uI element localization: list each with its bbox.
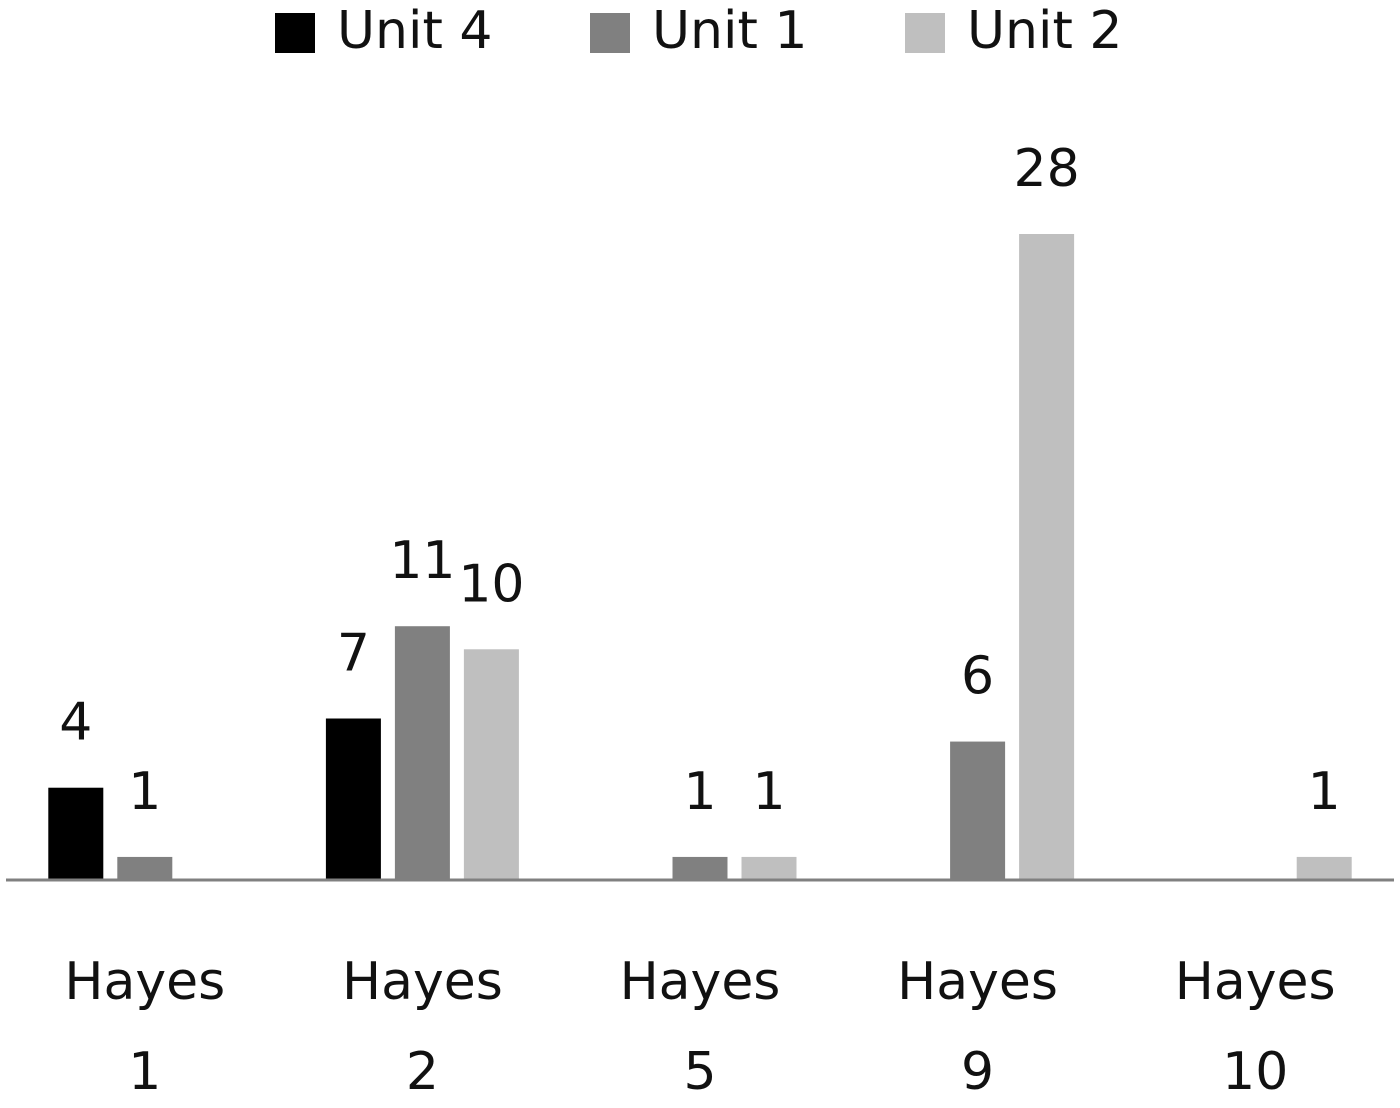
x-tick-label-line: 2 xyxy=(406,1042,439,1102)
x-tick-label-line: Hayes xyxy=(620,952,781,1012)
x-tick-label-line: 5 xyxy=(683,1042,716,1102)
x-tick-label-line: Hayes xyxy=(342,952,503,1012)
value-label: 7 xyxy=(337,624,370,684)
bar xyxy=(1019,234,1075,880)
x-tick-label-line: Hayes xyxy=(1175,952,1336,1012)
value-label: 6 xyxy=(961,647,994,707)
bar xyxy=(117,856,173,880)
legend-label: Unit 2 xyxy=(967,1,1122,61)
x-tick-label: Hayes 9 xyxy=(897,952,1058,1102)
x-tick-label: Hayes 10 xyxy=(1175,952,1336,1102)
bar xyxy=(672,856,728,880)
bar xyxy=(463,649,519,880)
legend-swatch xyxy=(275,13,315,53)
bar xyxy=(325,718,381,880)
bar xyxy=(741,856,797,880)
x-tick-label-line: Hayes xyxy=(897,952,1058,1012)
legend-label: Unit 4 xyxy=(337,1,492,61)
bar xyxy=(950,741,1006,880)
bar xyxy=(48,787,104,880)
value-label: 4 xyxy=(59,693,92,753)
legend-swatch xyxy=(590,13,630,53)
x-tick-label: Hayes 1 xyxy=(64,952,225,1102)
value-label: 1 xyxy=(683,762,716,822)
x-tick-label-line: 9 xyxy=(961,1042,994,1102)
legend-label: Unit 1 xyxy=(652,1,807,61)
value-label: 11 xyxy=(389,531,455,591)
bar xyxy=(1296,856,1352,880)
value-label: 1 xyxy=(128,762,161,822)
x-tick-label-line: 10 xyxy=(1222,1042,1288,1102)
bar xyxy=(394,626,450,880)
value-label: 1 xyxy=(1308,762,1341,822)
x-tick-label: Hayes 5 xyxy=(620,952,781,1102)
value-label: 1 xyxy=(752,762,785,822)
value-label: 28 xyxy=(1014,139,1080,199)
legend-swatch xyxy=(905,13,945,53)
value-label: 10 xyxy=(458,554,524,614)
x-tick-label: Hayes 2 xyxy=(342,952,503,1102)
x-tick-label-line: Hayes xyxy=(64,952,225,1012)
x-tick-label-line: 1 xyxy=(128,1042,161,1102)
